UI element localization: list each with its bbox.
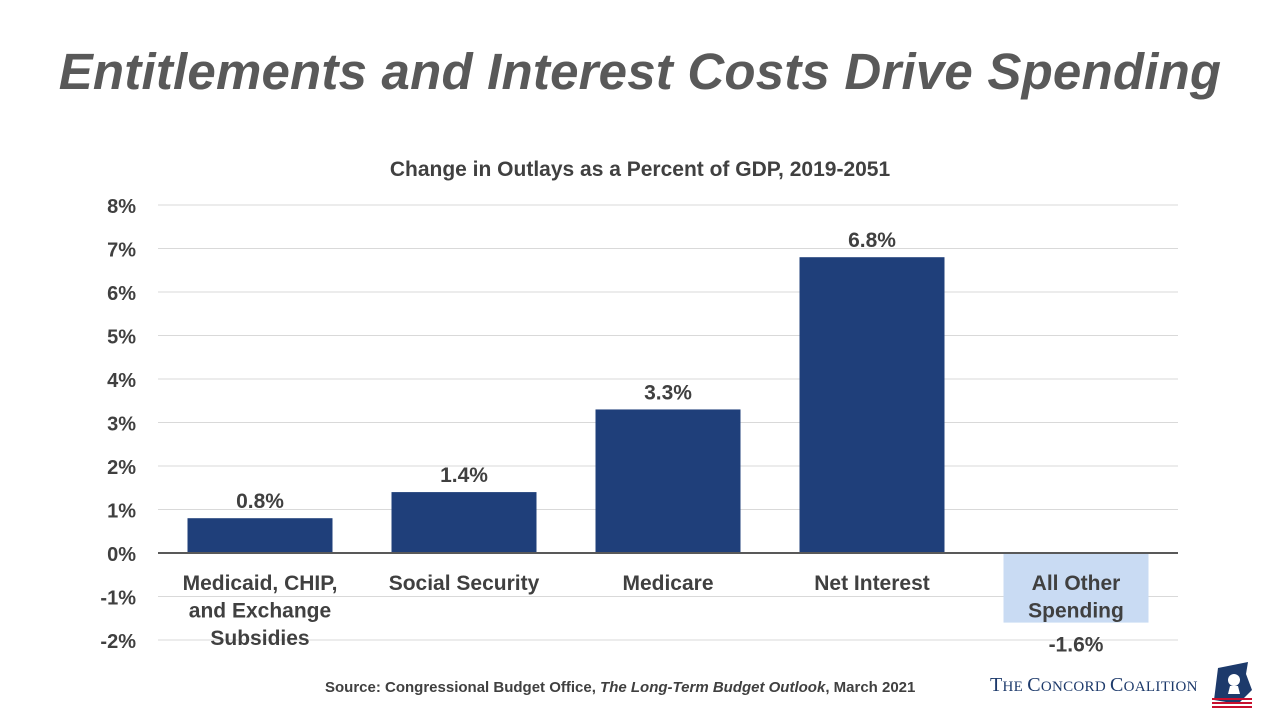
category-label: Net Interest [814, 572, 930, 595]
bar [799, 257, 945, 553]
logo-wordmark: THE CONCORD COALITION [990, 674, 1198, 696]
category-label: Medicaid, CHIP, and Exchange Subsidies [183, 572, 338, 650]
bar [187, 518, 333, 553]
y-tick-label: 7% [107, 240, 136, 262]
bar [595, 409, 741, 553]
y-tick-label: 3% [107, 414, 136, 436]
category-label: Medicare [622, 572, 713, 595]
y-tick-label: 1% [107, 501, 136, 523]
source-prefix: Source: Congressional Budget Office, [325, 679, 601, 696]
category-label: All Other Spending [1028, 572, 1124, 623]
source-note: Source: Congressional Budget Office, The… [325, 679, 915, 696]
y-tick-label: 8% [107, 196, 136, 218]
source-suffix: , March 2021 [825, 679, 916, 696]
eagle-flag-icon [1212, 662, 1252, 708]
concord-coalition-logo: THE CONCORD COALITION [990, 660, 1265, 710]
y-tick-label: -1% [100, 588, 136, 610]
data-label: 1.4% [440, 464, 488, 487]
y-tick-label: 5% [107, 327, 136, 349]
y-tick-label: 0% [107, 544, 136, 566]
bar [391, 492, 537, 553]
bar [1003, 553, 1149, 623]
y-tick-label: 4% [107, 370, 136, 392]
chart-title: Change in Outlays as a Percent of GDP, 2… [389, 158, 891, 181]
data-label: 0.8% [236, 490, 284, 513]
source-publication: The Long-Term Budget Outlook [600, 679, 826, 696]
y-tick-label: 6% [107, 283, 136, 305]
data-label: -1.6% [1049, 634, 1104, 657]
data-label: 3.3% [644, 381, 692, 404]
category-label: Social Security [389, 572, 540, 595]
slide-title: Entitlements and Interest Costs Drive Sp… [58, 43, 1222, 100]
data-label: 6.8% [848, 229, 896, 252]
y-tick-label: 2% [107, 457, 136, 479]
y-tick-label: -2% [100, 631, 136, 653]
